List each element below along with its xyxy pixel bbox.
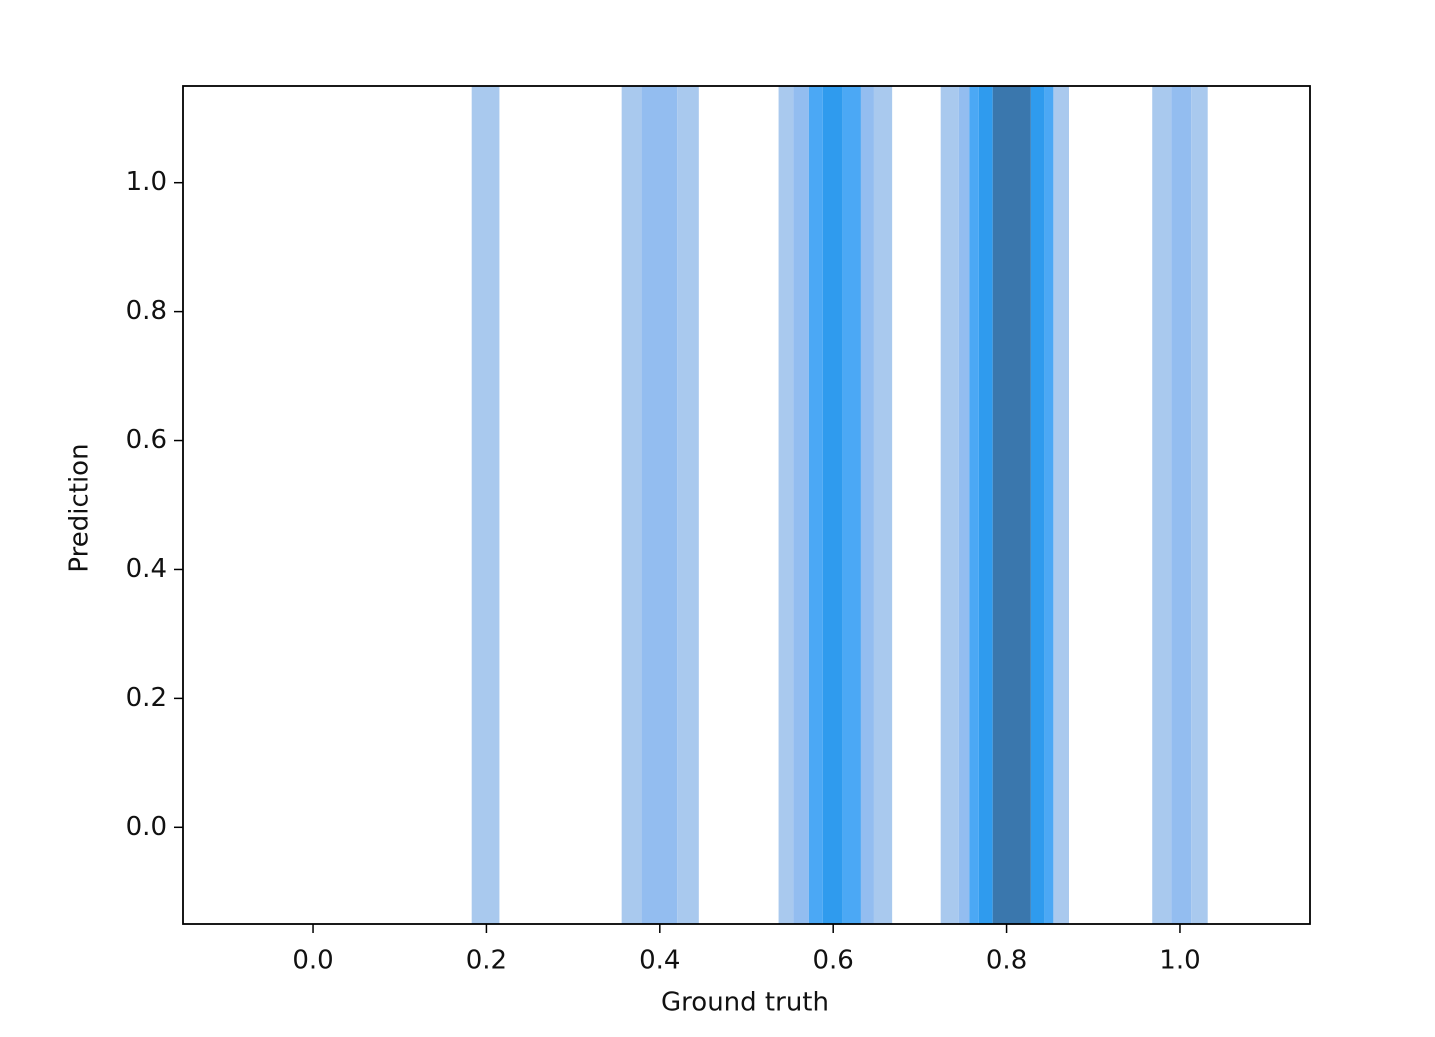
x-tick-label: 0.2: [466, 946, 507, 976]
hist-cell: [978, 86, 993, 924]
y-axis-label: Prediction: [65, 443, 95, 572]
y-tick-label: 0.6: [126, 425, 167, 455]
hist-cell: [873, 86, 893, 924]
x-axis-label: Ground truth: [661, 988, 829, 1018]
hist-cell: [1191, 86, 1208, 924]
hist-cell: [641, 86, 678, 924]
x-tick-label: 0.6: [813, 946, 854, 976]
y-tick-label: 0.2: [126, 683, 167, 713]
x-tick-label: 0.8: [986, 946, 1027, 976]
hist-cell: [1030, 86, 1045, 924]
y-tick-label: 0.4: [126, 554, 167, 584]
hist-cell: [822, 86, 843, 924]
hist-cell: [969, 86, 979, 924]
hist-cell: [677, 86, 699, 924]
hist-cell: [1152, 86, 1172, 924]
x-tick-label: 1.0: [1159, 946, 1200, 976]
hist-cell: [1171, 86, 1192, 924]
x-tick-label: 0.0: [292, 946, 333, 976]
x-tick-label: 0.4: [639, 946, 680, 976]
hist-cell: [793, 86, 809, 924]
y-tick-label: 0.0: [126, 812, 167, 842]
axes-frame: [182, 85, 1311, 925]
hist-cell: [992, 86, 1031, 924]
hist-cell: [940, 86, 959, 924]
hist-cell: [958, 86, 970, 924]
hist-cell: [1053, 86, 1069, 924]
hist-cell: [1044, 86, 1054, 924]
hist-cell: [778, 86, 794, 924]
y-tick-label: 1.0: [126, 167, 167, 197]
hist-cell: [842, 86, 861, 924]
hist-cell: [808, 86, 823, 924]
hist-cell: [621, 86, 642, 924]
cells: [471, 86, 1208, 924]
hist-cell: [860, 86, 874, 924]
y-tick-label: 0.8: [126, 296, 167, 326]
hist-cell: [471, 86, 500, 924]
